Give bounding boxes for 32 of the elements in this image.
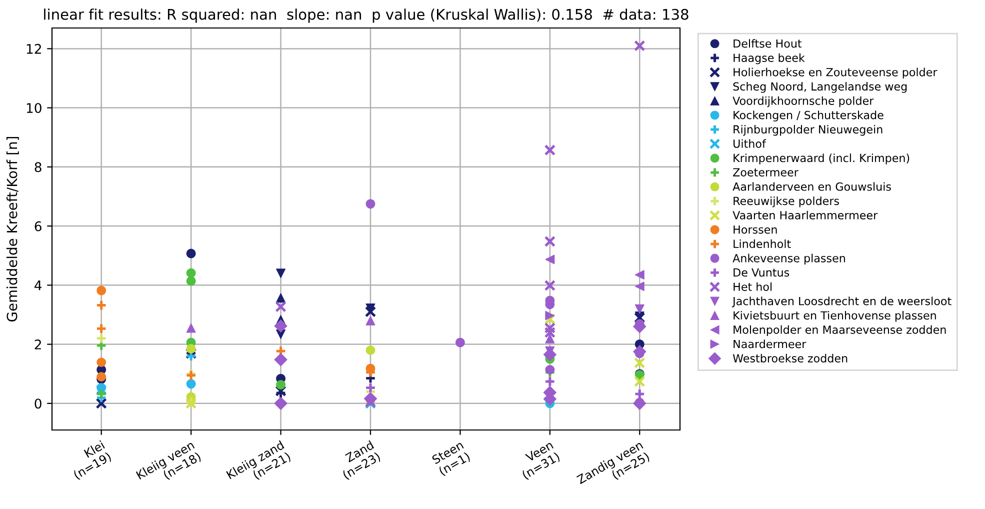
legend-label: Kockengen / Schutterskade	[734, 110, 884, 122]
legend-label: Kivietsbuurt en Tienhovense plassen	[734, 310, 936, 322]
y-tick-label: 0	[34, 398, 42, 409]
legend-label: Jachthaven Loosdrecht en de weersloot	[732, 296, 952, 308]
y-tick-label: 4	[34, 280, 42, 290]
legend-label: Ankeveense plassen	[732, 254, 845, 264]
legend-label: Uithof	[734, 139, 766, 148]
y-tick-label: 2	[34, 340, 41, 350]
legend-label: Zoetermeer	[733, 168, 798, 176]
legend-label: Voordijkhoornsche polder	[732, 96, 874, 108]
legend-label: Krimpenerwaard (incl. Krimpen)	[734, 154, 910, 164]
legend-label: Lindenholt	[734, 239, 791, 248]
legend-label: Westbroekse zodden	[732, 354, 848, 363]
legend-label: Het hol	[734, 282, 772, 291]
y-axis-title: Gemiddelde Kreeft/Korf [n]	[6, 136, 19, 322]
legend-label: Delftse Hout	[734, 39, 802, 48]
legend-label: Naardermeer	[734, 340, 806, 348]
legend-label: De Vuntus	[734, 268, 790, 277]
y-tick-label: 8	[34, 162, 42, 172]
legend-label: Aarlanderveen en Gouwsluis	[732, 182, 891, 191]
legend-label: Haagse beek	[734, 53, 805, 64]
legend-label: Reeuwijkse polders	[734, 196, 839, 208]
legend-label: Vaarten Haarlemmermeer	[732, 210, 878, 220]
legend-label: Horssen	[734, 225, 777, 234]
legend-label: Holierhoekse en Zouteveense polder	[734, 68, 938, 78]
legend-label: Scheg Noord, Langelandse weg	[733, 82, 907, 93]
y-tick-label: 12	[26, 44, 41, 54]
chart-title: linear fit results: R squared: nan slope: nan p value (Kruskal Wallis): 0.158 # data: 138	[44, 8, 688, 23]
legend-label: Molenpolder en Maarseveense zodden	[734, 325, 946, 336]
y-tick-label: 6	[34, 221, 42, 232]
legend-label: Rijnburgpolder Nieuwegein	[734, 124, 882, 136]
y-tick-label: 10	[26, 103, 42, 114]
